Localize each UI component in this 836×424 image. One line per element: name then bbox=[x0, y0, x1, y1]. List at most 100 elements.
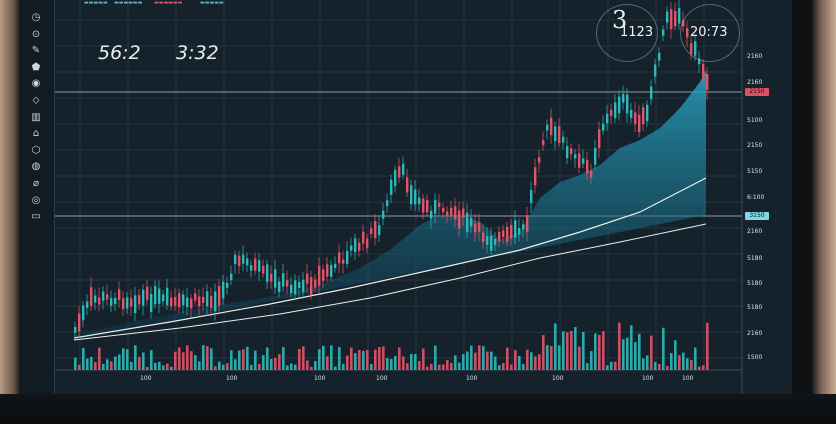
time-tick-label: 100 bbox=[642, 375, 654, 382]
clock-icon[interactable]: ◷ bbox=[31, 12, 41, 23]
volume-bar bbox=[214, 366, 217, 370]
candle bbox=[142, 289, 145, 306]
candle bbox=[438, 202, 441, 207]
candle bbox=[530, 189, 533, 204]
indicator-circle-right bbox=[680, 4, 740, 62]
candle bbox=[562, 136, 565, 143]
candle bbox=[226, 283, 229, 288]
volume-bar bbox=[494, 356, 497, 370]
price-axis[interactable]: 2160 2160 5100 2150 5150 6:100 2160 5180 5180 518… bbox=[742, 0, 792, 394]
time-tick-label: 100 bbox=[466, 375, 478, 382]
volume-bar bbox=[690, 360, 693, 370]
volume-bar bbox=[330, 345, 333, 370]
volume-bar bbox=[226, 363, 229, 370]
text-icon[interactable]: ◉ bbox=[31, 78, 41, 90]
candle bbox=[538, 157, 541, 163]
candle bbox=[470, 217, 473, 227]
candle bbox=[534, 167, 537, 186]
candle bbox=[162, 294, 165, 302]
candle bbox=[334, 263, 337, 268]
measure-icon[interactable]: ⬦ bbox=[32, 95, 40, 106]
crosshair-icon[interactable]: ⊙ bbox=[31, 28, 41, 40]
volume-bar bbox=[182, 352, 185, 370]
volume-bar bbox=[162, 365, 165, 370]
price-tick-label: 2160 bbox=[747, 79, 763, 86]
layers-icon[interactable]: ▭ bbox=[31, 211, 41, 223]
eye-icon[interactable]: ◍ bbox=[31, 161, 41, 173]
home-icon[interactable]: ◎ bbox=[31, 194, 41, 206]
price-tick-label: 5180 bbox=[747, 280, 763, 287]
candle bbox=[590, 170, 593, 178]
candle bbox=[566, 145, 569, 159]
candle bbox=[678, 8, 681, 24]
volume-bar bbox=[454, 355, 457, 370]
top-legend-4: ▬▬▬▬▬ bbox=[200, 0, 224, 6]
trading-screen: ◷ ⊙ ✎ ⬟ ◉ ⬦ ▥ ⌂ ⬡ ◍ ⌀ ◎ ▭ ▬▬▬▬▬ ▬▬▬▬▬▬ ▬▬▬▬▬▬ ▬▬▬▬▬ … bbox=[20, 0, 792, 394]
candle bbox=[374, 220, 377, 239]
magnet-icon[interactable]: ⌂ bbox=[32, 128, 40, 140]
candle bbox=[670, 9, 673, 30]
time-tick-label: 100 bbox=[226, 375, 238, 382]
candle bbox=[442, 207, 445, 213]
volume-bar bbox=[626, 337, 629, 370]
zoom-icon[interactable]: ▥ bbox=[31, 111, 41, 123]
candle bbox=[158, 288, 161, 304]
candle bbox=[370, 228, 373, 235]
volume-bar bbox=[446, 360, 449, 370]
candle bbox=[490, 235, 493, 251]
candle bbox=[110, 297, 113, 306]
candle bbox=[130, 298, 133, 307]
area-fill bbox=[74, 70, 706, 340]
volume-bar bbox=[410, 353, 413, 370]
volume-bar bbox=[338, 346, 341, 370]
volume-bar bbox=[386, 358, 389, 370]
candle bbox=[302, 279, 305, 293]
volume-bar bbox=[402, 356, 405, 370]
volume-bar bbox=[462, 354, 465, 370]
volume-bar bbox=[146, 366, 149, 370]
volume-bar bbox=[686, 358, 689, 370]
volume-bar bbox=[202, 345, 205, 370]
lock-icon[interactable]: ⬡ bbox=[31, 144, 41, 156]
monitor-bezel-left bbox=[0, 0, 20, 424]
candle bbox=[290, 284, 293, 294]
time-tick-label: 100 bbox=[140, 375, 152, 382]
candle bbox=[698, 58, 701, 65]
candle bbox=[318, 265, 321, 286]
volume-bar bbox=[478, 345, 481, 370]
trash-icon[interactable]: ⌀ bbox=[32, 178, 40, 189]
volume-bar bbox=[110, 361, 113, 370]
volume-bar bbox=[682, 352, 685, 370]
time-tick-label: 100 bbox=[552, 375, 564, 382]
candle bbox=[182, 294, 185, 306]
candle bbox=[126, 297, 129, 309]
candle bbox=[306, 273, 309, 284]
moving-average-slow bbox=[73, 223, 707, 341]
candle bbox=[450, 207, 453, 216]
volume-bar bbox=[302, 346, 305, 370]
volume-bar bbox=[702, 365, 705, 370]
candle bbox=[454, 206, 457, 220]
price-tick-label: 5180 bbox=[747, 304, 763, 311]
volume-bar bbox=[442, 364, 445, 370]
candle bbox=[606, 113, 609, 124]
shape-icon[interactable]: ⬟ bbox=[31, 61, 41, 73]
candle bbox=[522, 224, 525, 230]
volume-bar bbox=[166, 363, 169, 370]
volume-bar bbox=[86, 358, 89, 370]
candle bbox=[238, 255, 241, 267]
candle bbox=[570, 148, 573, 155]
price-chart[interactable] bbox=[20, 0, 792, 394]
volume-bar bbox=[346, 355, 349, 370]
volume-bar bbox=[158, 361, 161, 370]
candle bbox=[174, 296, 177, 306]
candle bbox=[634, 112, 637, 124]
volume-bar bbox=[630, 325, 633, 370]
volume-bar bbox=[82, 347, 85, 370]
brush-icon[interactable]: ✎ bbox=[31, 45, 41, 57]
candle bbox=[102, 291, 105, 301]
volume-bar bbox=[266, 347, 269, 370]
candle bbox=[478, 222, 481, 232]
volume-bar bbox=[326, 356, 329, 370]
volume-bar bbox=[234, 359, 237, 370]
